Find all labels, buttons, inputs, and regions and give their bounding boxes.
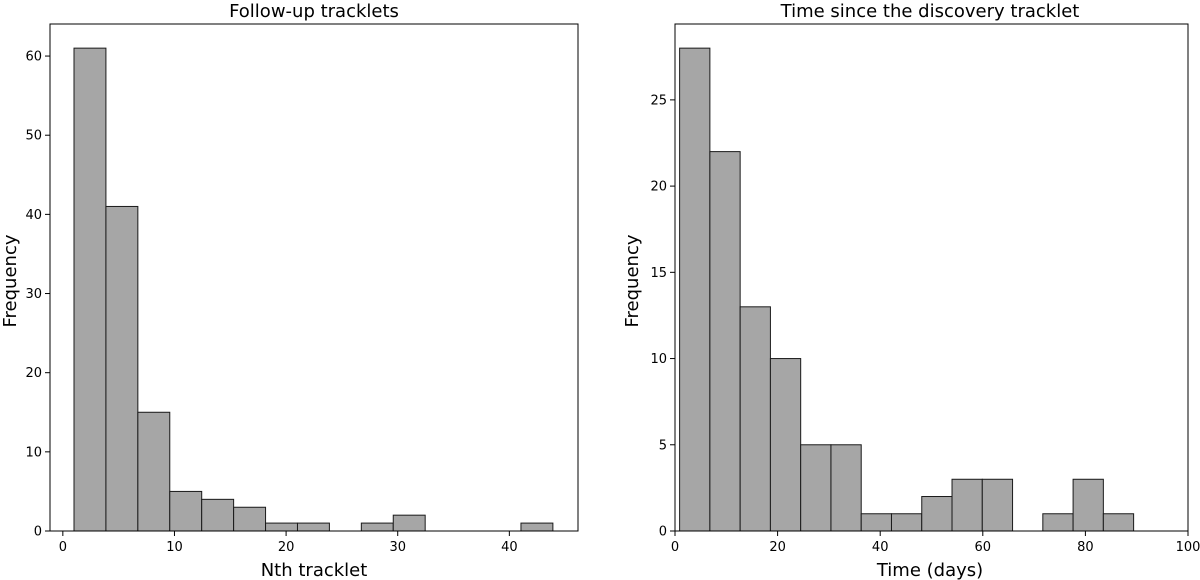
right-x-tick-label: 100 <box>1176 540 1200 555</box>
right-histogram-bar <box>981 478 1014 532</box>
left-x-tick-label: 40 <box>501 540 518 555</box>
left-bars <box>73 47 554 532</box>
right-x-ticks: 0 20 40 60 80 100 <box>671 531 1200 555</box>
left-x-ticks: 0 10 20 30 40 <box>59 531 518 555</box>
left-plot-frame <box>49 23 579 532</box>
left-histogram-bar <box>296 522 330 532</box>
left-histogram-bar <box>73 47 107 532</box>
left-y-tick-label: 10 <box>25 445 42 460</box>
right-y-tick-label: 0 <box>659 525 667 540</box>
left-histogram-bar <box>265 522 298 532</box>
right-x-tick-label: 80 <box>1077 540 1094 555</box>
left-x-tick-label: 0 <box>59 540 67 555</box>
left-histogram-bar <box>105 205 139 532</box>
right-histogram-bar <box>709 151 741 532</box>
right-histogram-bar <box>769 358 802 532</box>
right-histogram-bar <box>1042 513 1074 532</box>
right-y-tick-label: 10 <box>650 352 667 367</box>
left-histogram-bar <box>169 490 203 532</box>
left-y-tick-label: 20 <box>25 366 42 381</box>
right-x-tick-label: 0 <box>671 540 679 555</box>
right-histogram-bar <box>830 444 862 532</box>
left-histogram-bar <box>137 411 171 532</box>
right-x-axis-label: Time (days) <box>876 560 983 580</box>
left-x-tick-label: 10 <box>166 540 183 555</box>
left-x-axis-label: Nth tracklet <box>261 560 368 580</box>
left-y-tick-label: 30 <box>25 287 42 302</box>
left-y-axis-label: Frequency <box>0 234 21 327</box>
right-histogram-bar <box>1102 513 1135 532</box>
left-y-tick-label: 40 <box>25 208 42 223</box>
right-histogram-bar <box>1072 478 1104 532</box>
right-y-ticks: 0 5 10 15 20 25 <box>650 93 675 540</box>
right-chart-title: Time since the discovery tracklet <box>780 1 1080 22</box>
left-histogram-bar <box>392 514 426 532</box>
left-y-tick-label: 60 <box>25 50 42 65</box>
right-x-tick-label: 40 <box>872 540 889 555</box>
right-histogram-bar <box>739 306 771 532</box>
left-y-tick-label: 0 <box>34 525 42 540</box>
right-plot-frame <box>674 23 1189 532</box>
left-histogram-bar <box>520 522 554 532</box>
right-y-tick-label: 5 <box>659 438 667 453</box>
right-x-tick-label: 60 <box>975 540 992 555</box>
left-histogram-bar <box>360 522 394 532</box>
right-bars <box>679 47 1135 532</box>
left-y-tick-label: 50 <box>25 129 42 144</box>
right-histogram-bar <box>951 478 983 532</box>
left-histogram-bar <box>201 498 235 532</box>
right-y-tick-label: 15 <box>650 266 667 281</box>
left-histogram-bar <box>233 506 267 532</box>
left-chart-title: Follow-up tracklets <box>229 1 399 22</box>
left-x-tick-label: 20 <box>278 540 295 555</box>
right-y-tick-label: 25 <box>650 93 667 108</box>
right-histogram-bar <box>679 47 711 532</box>
left-y-ticks: 0 10 20 30 40 50 60 <box>25 50 50 540</box>
right-y-tick-label: 20 <box>650 180 667 195</box>
panel-follow-up-tracklets: Follow-up tracklets Nth tracklet Frequen… <box>0 1 579 580</box>
right-histogram-bar <box>860 513 892 532</box>
right-histogram-bar <box>800 444 832 532</box>
right-histogram-bar <box>921 496 953 532</box>
right-y-axis-label: Frequency <box>622 234 643 327</box>
right-histogram-bar <box>890 513 923 532</box>
right-x-tick-label: 20 <box>769 540 786 555</box>
panel-time-since-discovery: Time since the discovery tracklet Time (… <box>622 1 1200 580</box>
left-x-tick-label: 30 <box>389 540 406 555</box>
